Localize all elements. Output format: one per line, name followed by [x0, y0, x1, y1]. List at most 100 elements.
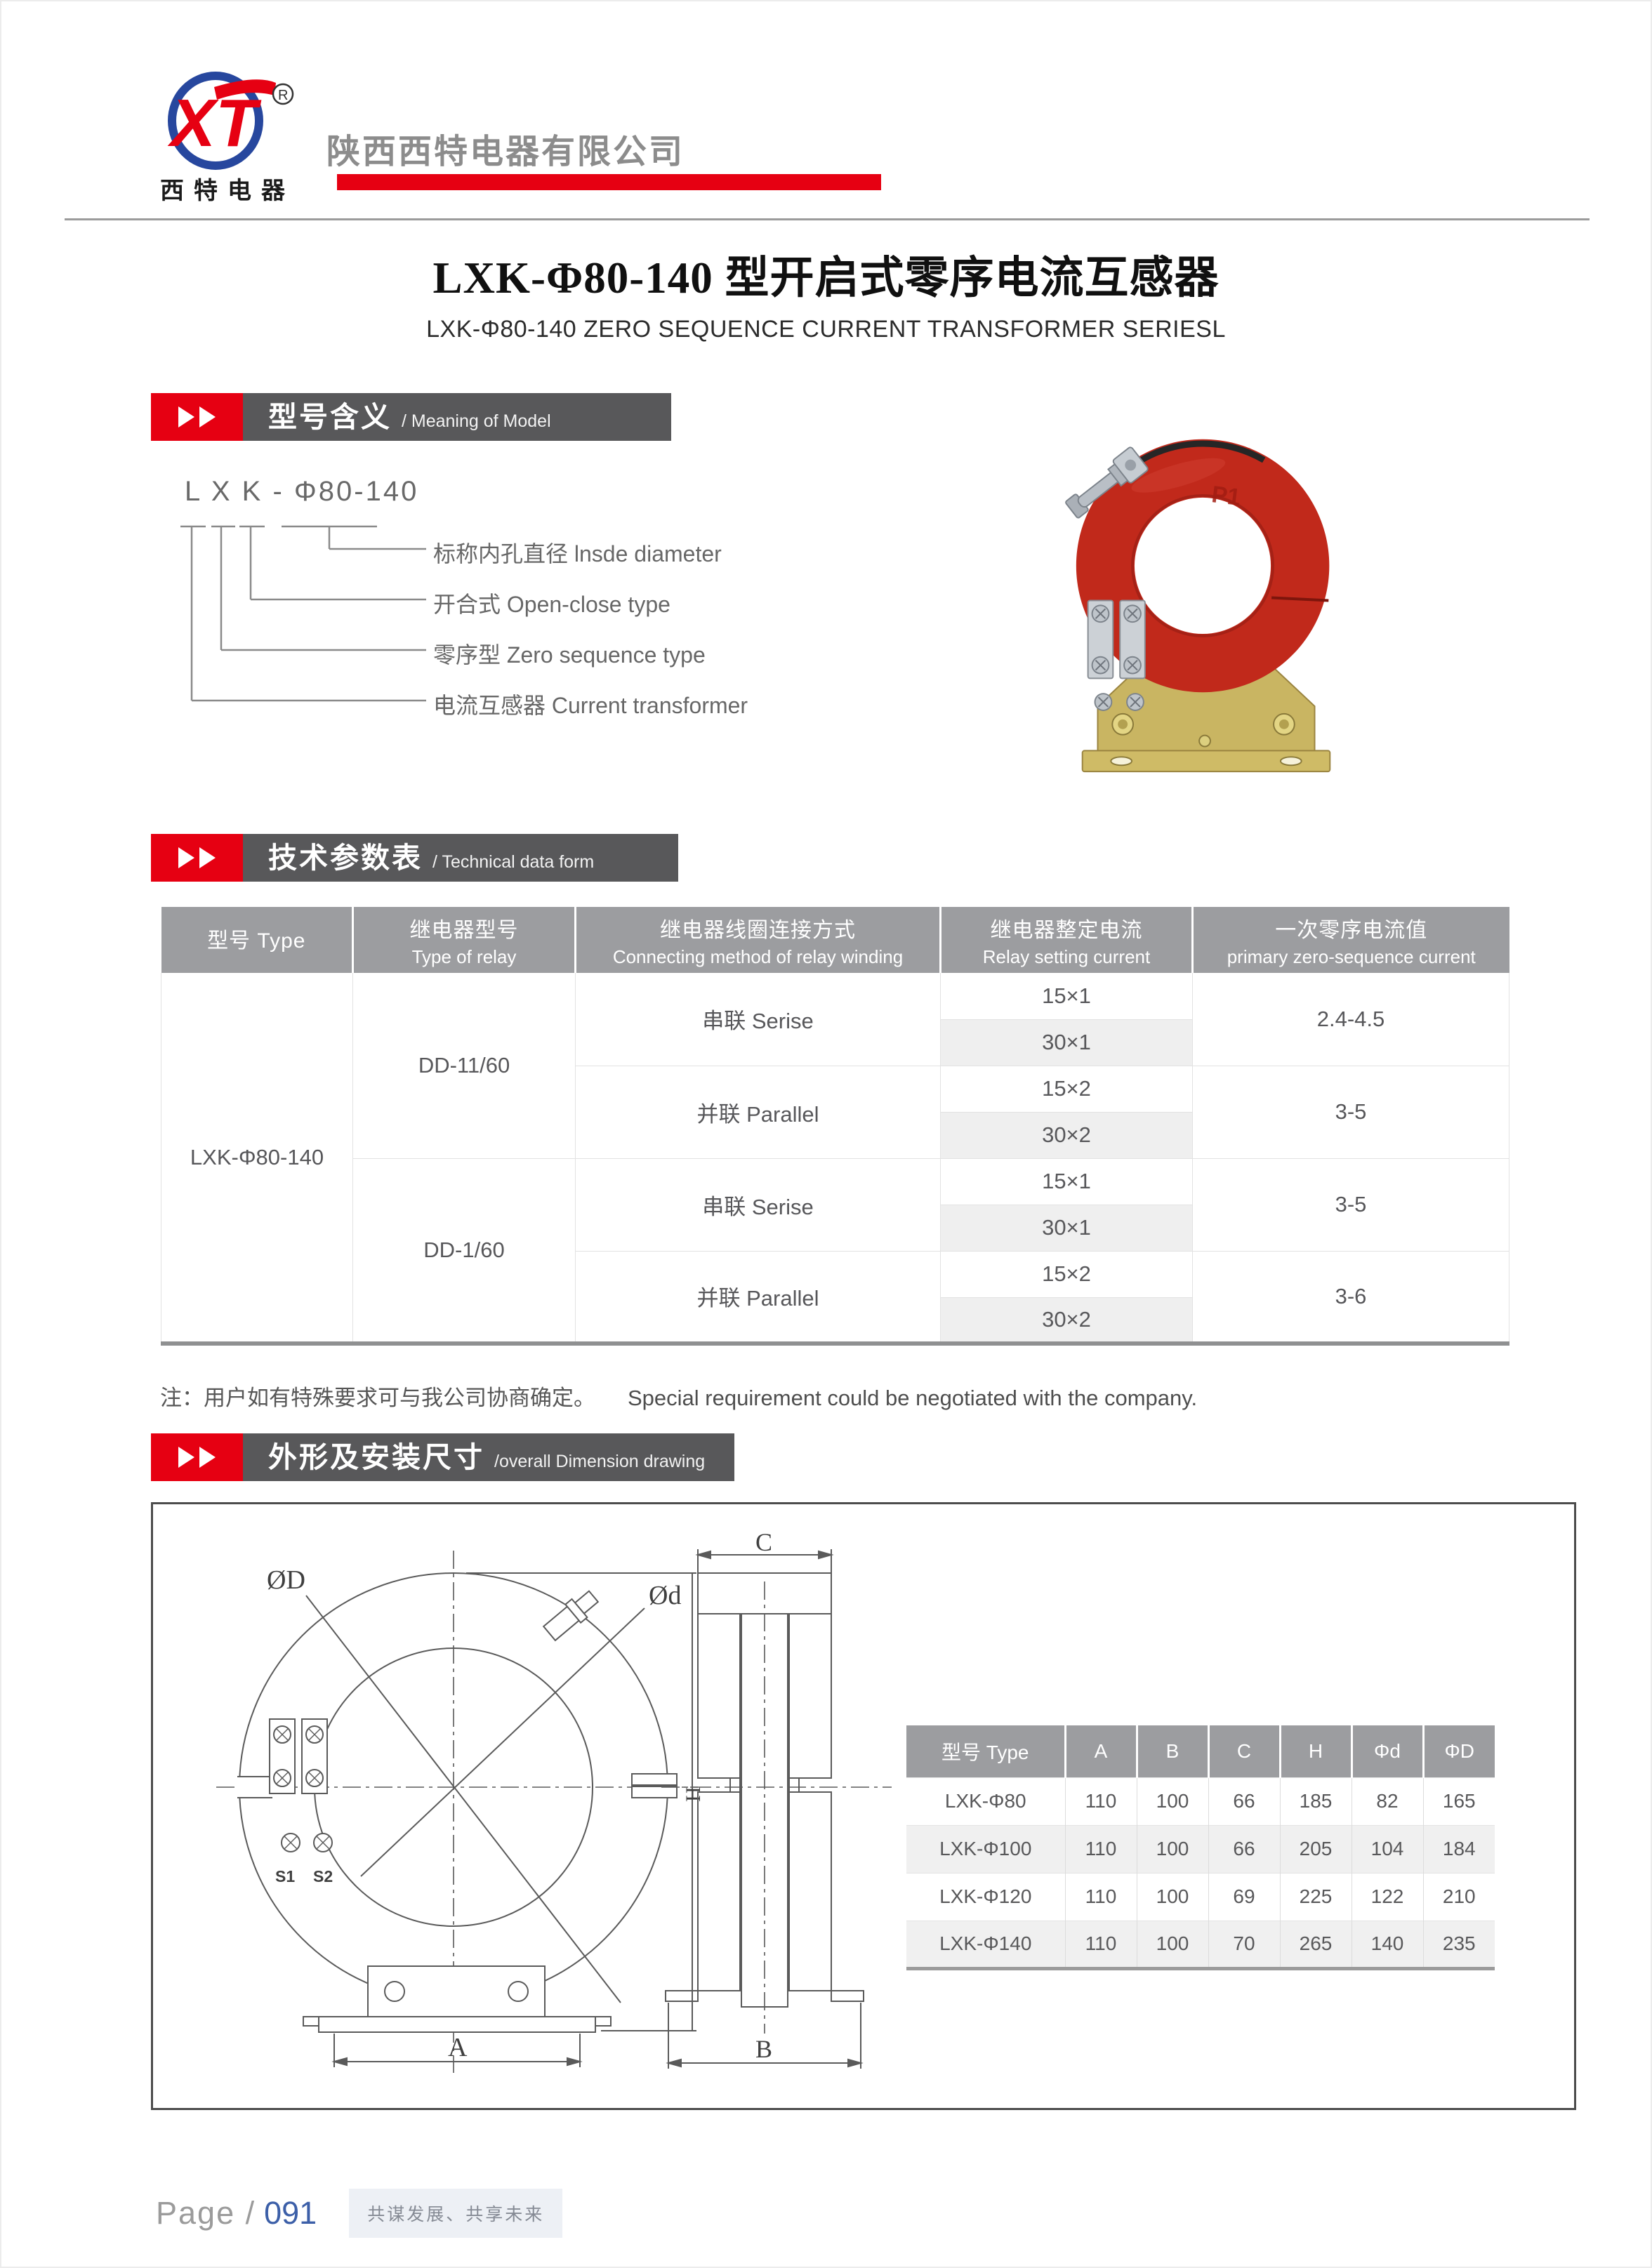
dim-header-row: 型号 Type A B C H Φd ΦD	[906, 1725, 1495, 1777]
dim-cell: 165	[1423, 1777, 1495, 1825]
dim-cell: 110	[1065, 1777, 1137, 1825]
model-code: L X K - Φ80-140	[185, 476, 419, 507]
table-row: DD-1/60 串联 Serise 15×1 3-5	[161, 1158, 1509, 1344]
dim-cell: 265	[1280, 1920, 1352, 1968]
section-header-dimensions: 外形及安装尺寸 /overall Dimension drawing	[151, 1433, 734, 1481]
double-arrow-icon	[151, 1433, 243, 1481]
col-header-primary-current: 一次零序电流值 primary zero-sequence current	[1192, 907, 1509, 973]
section-title-cn: 技术参数表	[268, 842, 423, 874]
cell-method: 并联 Parallel	[575, 1250, 941, 1344]
outer-diameter-label: ØD	[267, 1565, 305, 1595]
company-logo: XT R	[167, 72, 294, 170]
bracket-base	[1081, 750, 1331, 773]
col-header-type: 型号 Type	[161, 907, 354, 973]
model-label-open-close: 开合式 Open-close type	[433, 592, 670, 617]
cell-primary: 3-6	[1192, 1250, 1509, 1344]
cell-method: 串联 Serise	[575, 973, 941, 1066]
cell-current: 15×1	[940, 1158, 1193, 1205]
dim-cell: 70	[1208, 1920, 1281, 1968]
registered-letter: R	[278, 88, 288, 103]
cell-primary: 3-5	[1192, 1065, 1509, 1159]
dim-col-c: C	[1208, 1725, 1281, 1777]
model-label-zero-sequence: 零序型 Zero sequence type	[433, 642, 706, 668]
col-header-setting-current: 继电器整定电流 Relay setting current	[940, 907, 1194, 973]
clamp-assembly	[1065, 446, 1149, 519]
section-title: 型号含义 / Meaning of Model	[243, 393, 671, 441]
dim-cell: 66	[1208, 1824, 1281, 1873]
page-label: Page /	[156, 2195, 256, 2231]
dim-cell: 100	[1137, 1872, 1209, 1921]
page-subtitle: LXK-Φ80-140 ZERO SEQUENCE CURRENT TRANSF…	[426, 316, 1226, 343]
table-row: 并联 Parallel 15×2 3-6	[161, 1250, 1509, 1344]
side-view-drawing: C B	[661, 1531, 892, 2069]
dimension-drawing-box: ØD Ød S1 S2 A H	[151, 1502, 1576, 2110]
dim-cell: LXK-Φ140	[906, 1920, 1066, 1968]
dim-col-phiD: ΦD	[1423, 1725, 1495, 1777]
dim-cell: 66	[1208, 1777, 1281, 1825]
dim-col-phid: Φd	[1352, 1725, 1425, 1777]
cell-relay: DD-1/60	[352, 1158, 576, 1344]
note: 注：用户如有特殊要求可与我公司协商确定。 Special requirement …	[160, 1380, 1197, 1412]
col-header-relay: 继电器型号 Type of relay	[352, 907, 576, 973]
logo-text: XT	[167, 86, 262, 161]
section-title-en: / Meaning of Model	[402, 411, 551, 431]
dim-c-label: C	[755, 1531, 772, 1556]
col-header-connecting: 继电器线圈连接方式 Connecting method of relay wind…	[575, 907, 941, 973]
table-row: 并联 Parallel 15×2 3-5	[161, 1065, 1509, 1159]
front-view-drawing: ØD Ød S1 S2 A H	[216, 1551, 705, 2073]
cell-method: 串联 Serise	[575, 1158, 941, 1252]
cell-current: 15×2	[940, 1250, 1193, 1298]
cell-current: 30×2	[940, 1111, 1193, 1159]
dim-row: LXK-Φ80 110 100 66 185 82 165	[906, 1777, 1495, 1825]
header-red-bar	[337, 174, 881, 190]
terminal-blocks	[1087, 599, 1146, 711]
dim-b-label: B	[755, 2035, 772, 2063]
page-footer: Page / 091 共谋发展、共享未来	[156, 2189, 563, 2238]
dim-a-label: A	[448, 2033, 468, 2062]
model-meaning-diagram: L X K - Φ80-140 标称内孔直径 lnsde diameter 开合…	[151, 456, 839, 758]
dim-row: LXK-Φ140 110 100 70 265 140 235	[906, 1920, 1495, 1968]
table-header-row: 型号 Type 继电器型号 Type of relay 继电器线圈连接方式 Conn…	[161, 907, 1509, 973]
ring-top-split	[1139, 440, 1266, 463]
dim-cell: LXK-Φ80	[906, 1777, 1066, 1825]
dim-col-a: A	[1065, 1725, 1138, 1777]
section-title-en: / Technical data form	[432, 852, 595, 872]
note-en: Special requirement could be negotiated …	[628, 1386, 1198, 1410]
dim-cell: 69	[1208, 1872, 1281, 1921]
model-label-inside-diameter: 标称内孔直径 lnsde diameter	[433, 541, 722, 566]
ring-right-split	[1271, 596, 1329, 602]
dim-cell: 184	[1423, 1824, 1495, 1873]
section-title-cn: 外形及安装尺寸	[268, 1441, 484, 1473]
dim-cell: 185	[1280, 1777, 1352, 1825]
dim-cell: 122	[1352, 1872, 1424, 1921]
page-number: 091	[264, 2195, 317, 2231]
model-diagram-lines	[180, 525, 426, 702]
section-header-model-meaning: 型号含义 / Meaning of Model	[151, 393, 671, 441]
dim-cell: LXK-Φ120	[906, 1872, 1066, 1921]
double-arrow-icon	[151, 393, 243, 441]
logo-swoosh	[214, 79, 276, 100]
header-divider	[65, 218, 1590, 220]
section-title: 技术参数表 / Technical data form	[243, 834, 678, 882]
dim-row: LXK-Φ100 110 100 66 205 104 184	[906, 1824, 1495, 1873]
table-row: 30×2	[161, 1111, 1509, 1159]
section-title-cn: 型号含义	[268, 401, 392, 433]
double-arrow-icon	[151, 834, 243, 882]
section-title: 外形及安装尺寸 /overall Dimension drawing	[243, 1433, 734, 1481]
dim-cell: 110	[1065, 1920, 1137, 1968]
footer-slogan: 共谋发展、共享未来	[349, 2189, 563, 2238]
dim-cell: 82	[1352, 1777, 1424, 1825]
section-header-tech-data: 技术参数表 / Technical data form	[151, 834, 678, 882]
cell-primary: 2.4-4.5	[1192, 973, 1509, 1066]
cell-method: 并联 Parallel	[575, 1065, 941, 1159]
cell-current: 15×1	[940, 973, 1193, 1020]
dim-cell: LXK-Φ100	[906, 1824, 1066, 1873]
dim-cell: 100	[1137, 1777, 1209, 1825]
registered-icon	[272, 83, 294, 105]
s2-label: S2	[313, 1867, 333, 1885]
dim-col-type: 型号 Type	[906, 1725, 1066, 1777]
p1-marking: P1	[1210, 482, 1242, 511]
logo-caption: 西特电器	[160, 178, 295, 204]
technical-data-table: 型号 Type 继电器型号 Type of relay 继电器线圈连接方式 Conn…	[161, 907, 1509, 1346]
